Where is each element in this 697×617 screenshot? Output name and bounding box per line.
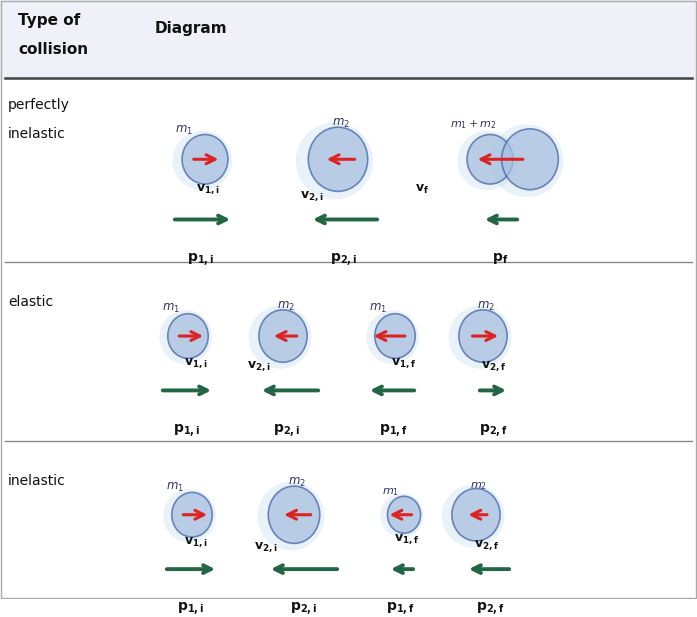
Ellipse shape [171, 492, 213, 537]
Text: $m_2$: $m_2$ [470, 480, 487, 492]
Text: $\mathbf{v_{2,f}}$: $\mathbf{v_{2,f}}$ [474, 538, 499, 552]
Text: $\mathbf{v_{2,f}}$: $\mathbf{v_{2,f}}$ [481, 359, 506, 373]
Text: $\mathbf{p_{1,i}}$: $\mathbf{p_{1,i}}$ [187, 251, 215, 268]
FancyBboxPatch shape [0, 0, 697, 80]
Text: $\mathbf{p_{2,f}}$: $\mathbf{p_{2,f}}$ [479, 421, 507, 439]
Text: collision: collision [18, 42, 88, 57]
Ellipse shape [449, 306, 512, 369]
Text: Diagram: Diagram [155, 22, 228, 36]
Text: $m_1 + m_2$: $m_1 + m_2$ [450, 118, 497, 131]
Text: $\mathbf{v_{1,i}}$: $\mathbf{v_{1,i}}$ [184, 357, 208, 370]
Text: $m_2$: $m_2$ [288, 476, 306, 489]
Text: Type of: Type of [18, 12, 80, 28]
Ellipse shape [168, 313, 208, 358]
Text: $m_1$: $m_1$ [175, 123, 193, 137]
Text: inelastic: inelastic [8, 127, 66, 141]
Text: $m_1$: $m_1$ [166, 481, 184, 494]
Text: $\mathbf{p_{1,f}}$: $\mathbf{p_{1,f}}$ [378, 421, 407, 439]
Ellipse shape [249, 306, 312, 369]
Text: $\mathbf{v_{1,f}}$: $\mathbf{v_{1,f}}$ [391, 357, 416, 370]
Ellipse shape [375, 313, 415, 358]
Text: $m_2$: $m_2$ [477, 300, 495, 313]
Ellipse shape [388, 496, 420, 533]
Text: $\mathbf{v_{2,i}}$: $\mathbf{v_{2,i}}$ [254, 540, 277, 554]
Text: $m_2$: $m_2$ [332, 117, 350, 130]
Text: $\mathbf{p_{1,i}}$: $\mathbf{p_{1,i}}$ [174, 421, 201, 439]
Ellipse shape [268, 486, 320, 544]
Text: $m_1$: $m_1$ [382, 486, 399, 498]
Ellipse shape [296, 122, 373, 199]
Text: $\mathbf{v_{2,i}}$: $\mathbf{v_{2,i}}$ [247, 359, 270, 373]
Ellipse shape [442, 484, 505, 547]
Ellipse shape [259, 310, 307, 362]
Ellipse shape [457, 131, 517, 190]
Text: inelastic: inelastic [8, 474, 66, 488]
Text: $\mathbf{p_{2,f}}$: $\mathbf{p_{2,f}}$ [475, 600, 505, 617]
Ellipse shape [163, 489, 216, 543]
Ellipse shape [452, 489, 500, 541]
Ellipse shape [182, 135, 228, 184]
Text: elastic: elastic [8, 296, 53, 309]
Text: perfectly: perfectly [8, 98, 70, 112]
Text: $\mathbf{v_{1,f}}$: $\mathbf{v_{1,f}}$ [394, 532, 420, 546]
Ellipse shape [459, 310, 507, 362]
Text: $\mathbf{p_{2,i}}$: $\mathbf{p_{2,i}}$ [330, 251, 358, 268]
Ellipse shape [159, 310, 212, 364]
Text: $\mathbf{v_{1,i}}$: $\mathbf{v_{1,i}}$ [184, 536, 208, 549]
Ellipse shape [308, 127, 368, 191]
Ellipse shape [490, 124, 563, 197]
Text: $\mathbf{v_f}$: $\mathbf{v_f}$ [415, 183, 429, 196]
Text: $\mathbf{p_{1,i}}$: $\mathbf{p_{1,i}}$ [178, 600, 204, 617]
Text: $m_2$: $m_2$ [277, 300, 295, 313]
Text: $\mathbf{p_{2,i}}$: $\mathbf{p_{2,i}}$ [291, 600, 318, 617]
Text: $m_1$: $m_1$ [369, 302, 387, 315]
Ellipse shape [502, 129, 558, 189]
Ellipse shape [366, 310, 419, 364]
Ellipse shape [172, 131, 232, 190]
Text: $\mathbf{p_{1,f}}$: $\mathbf{p_{1,f}}$ [385, 600, 414, 617]
Text: $\mathbf{v_{2,i}}$: $\mathbf{v_{2,i}}$ [300, 189, 323, 202]
Ellipse shape [257, 482, 324, 550]
Text: $\mathbf{p_f}$: $\mathbf{p_f}$ [492, 251, 508, 265]
Ellipse shape [467, 135, 513, 184]
Text: $\mathbf{p_{2,i}}$: $\mathbf{p_{2,i}}$ [273, 421, 300, 439]
Text: $\mathbf{v_{1,i}}$: $\mathbf{v_{1,i}}$ [196, 183, 220, 196]
Ellipse shape [381, 494, 424, 538]
Text: $m_1$: $m_1$ [162, 302, 180, 315]
